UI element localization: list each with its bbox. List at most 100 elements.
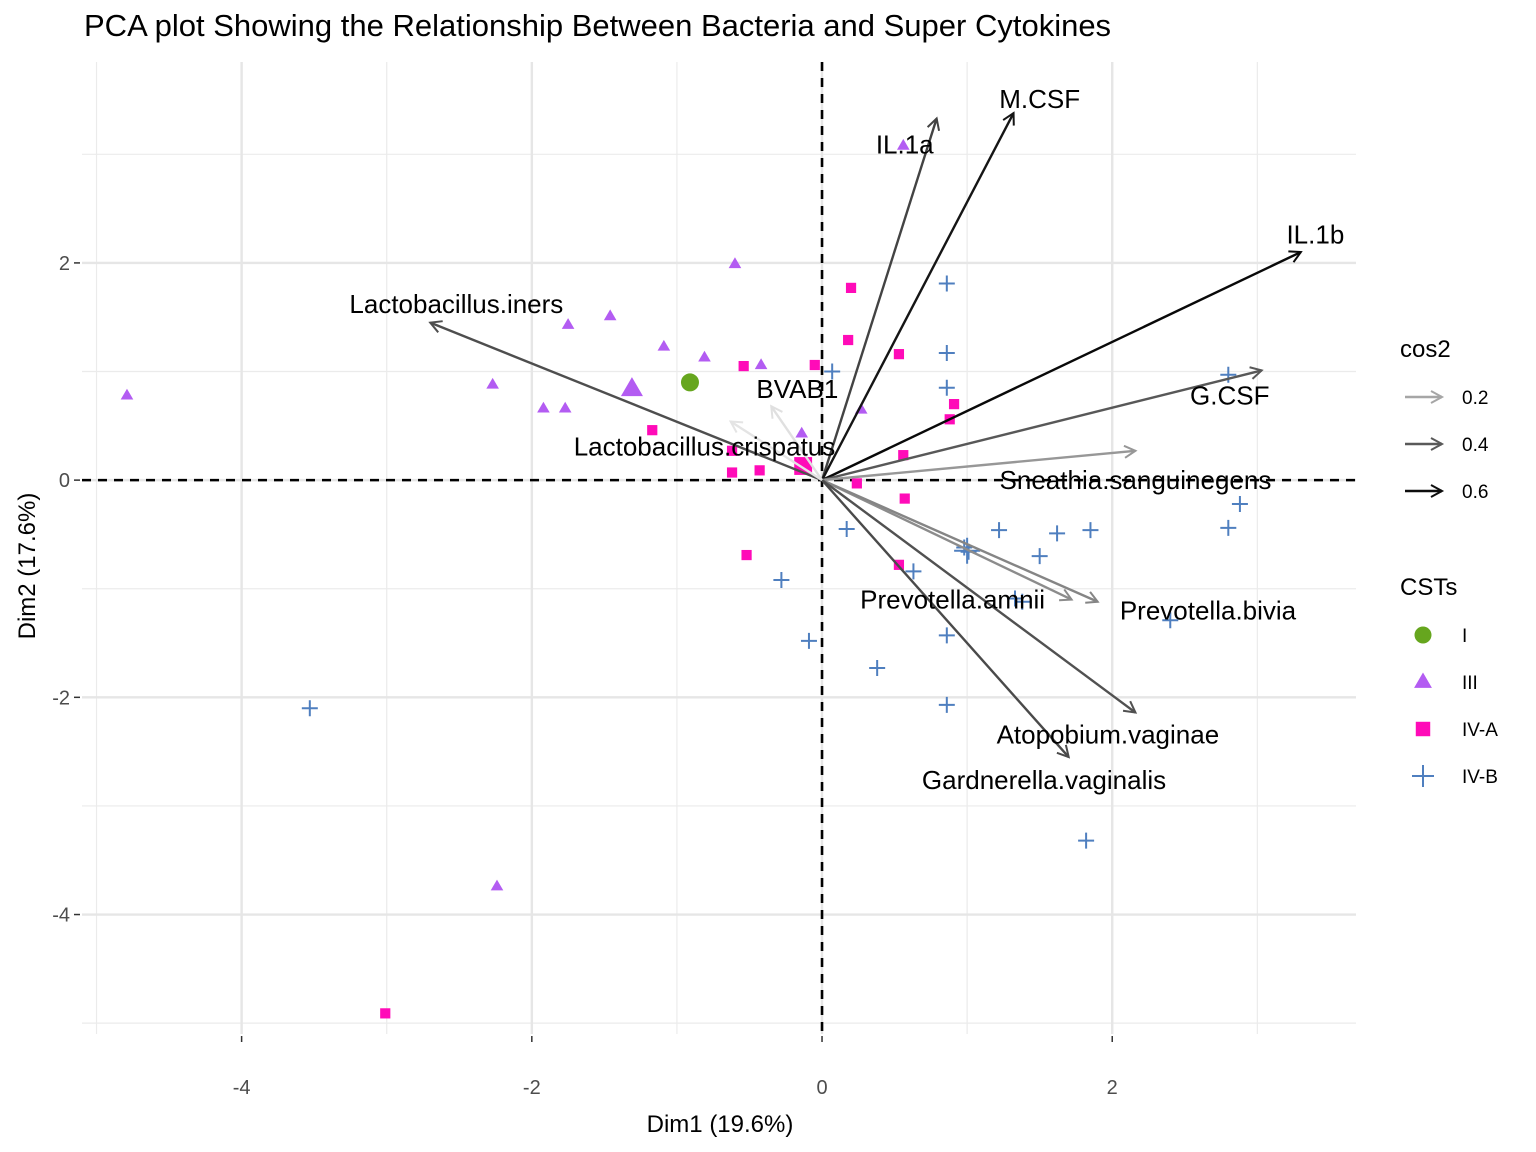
variable-labels: IL.1a M.CSF IL.1b G.CSF Sneathia.sanguinegen… [349, 84, 1344, 795]
legend-cst-label: III [1462, 673, 1478, 694]
arrow-g-csf [821, 366, 1264, 482]
point-cst-iii [754, 358, 768, 370]
arrow-bvab1 [770, 404, 824, 481]
variable-label-lactobacillus-crispatus: Lactobacillus.crispatus [574, 431, 836, 461]
point-cst-iv-b [991, 522, 1008, 539]
y-tick-label: -2 [52, 687, 70, 709]
point-cst-iv-a [741, 549, 752, 561]
point-cst-iv-a [845, 282, 857, 293]
point-cst-iv-b [938, 345, 955, 362]
x-tick-label: 0 [816, 1077, 827, 1099]
point-cst-iv-b [838, 520, 855, 537]
variable-arrows [428, 111, 1303, 759]
variable-label-g-csf: G.CSF [1190, 380, 1269, 410]
legend-cos2-label: 0.6 [1462, 482, 1488, 503]
point-cst-iii [490, 879, 504, 891]
variable-label-prevotella-amnii: Prevotella.amnii [860, 585, 1045, 615]
legend-cos2-title: cos2 [1400, 336, 1451, 363]
legend-cos2-label: 0.2 [1462, 388, 1488, 409]
variable-label-m-csf: M.CSF [999, 84, 1080, 114]
point-cst-iii [120, 388, 134, 400]
point-cst-iv-b [1049, 525, 1066, 542]
chart-title: PCA plot Showing the Relationship Betwee… [84, 8, 1112, 43]
arrow-il-1b [821, 250, 1303, 482]
x-tick-label: 2 [1107, 1077, 1118, 1099]
point-cst-iv-a [380, 1008, 391, 1019]
point-cst-iii [603, 309, 617, 321]
variable-label-il-1b: IL.1b [1286, 220, 1344, 250]
variable-label-prevotella-bivia: Prevotella.bivia [1120, 595, 1297, 625]
x-axis-ticks: -4 -2 0 2 [233, 1036, 1118, 1099]
x-tick-label: -2 [523, 1077, 541, 1099]
arrow-lactobacillus-crispatus [728, 420, 823, 482]
legend-cst-label: I [1462, 626, 1467, 647]
legend-cos2: cos2 0.2 0.4 0.6 [1400, 336, 1489, 503]
y-tick-label: 2 [59, 253, 70, 275]
major-gridlines [82, 62, 1356, 1034]
centroid-cst-i [680, 373, 699, 392]
point-cst-iii [728, 257, 742, 269]
point-cst-iii [558, 401, 572, 413]
individuals [120, 138, 1248, 1019]
point-cst-iv-b [938, 379, 955, 396]
legend-cst-label: IV-A [1462, 720, 1498, 741]
point-cst-iv-a [726, 467, 738, 478]
arrow-il-1a [820, 116, 941, 481]
point-cst-iv-b [1220, 519, 1237, 536]
point-cst-iv-b [1031, 548, 1048, 565]
point-cst-iv-a [647, 425, 658, 436]
point-cst-iv-a [898, 450, 909, 461]
legend-csts-title: CSTs [1400, 574, 1457, 601]
point-cst-iii [896, 138, 910, 150]
point-cst-iv-a [754, 465, 765, 476]
legend-cst-key [1412, 765, 1434, 787]
minor-gridlines [82, 62, 1356, 1034]
point-cst-iv-b [773, 572, 790, 589]
point-cst-iv-b [1220, 366, 1237, 383]
legend-cst-key [1414, 626, 1432, 644]
x-tick-label: -4 [233, 1077, 251, 1099]
point-cst-iii [795, 426, 809, 438]
arrow-atopobium-vaginae [821, 479, 1138, 714]
point-cst-iv-b [1007, 590, 1024, 607]
point-cst-iv-b [800, 632, 817, 649]
point-cst-iv-a [899, 493, 910, 504]
y-tick-label: 0 [59, 470, 70, 492]
variable-label-lactobacillus-iners: Lactobacillus.iners [349, 289, 563, 319]
point-cst-iv-b [1162, 612, 1179, 629]
point-cst-iv-b [824, 363, 841, 380]
point-cst-iv-b [869, 660, 886, 677]
point-cst-iii [561, 318, 575, 329]
arrow-sneathia-sanguinegens [821, 444, 1138, 482]
centroid-cst-iii [620, 377, 643, 397]
y-axis-ticks: 2 0 -2 -4 [52, 253, 80, 927]
legend-cst-key [1414, 672, 1432, 688]
reference-lines [82, 62, 1356, 1034]
x-axis-title: Dim1 (19.6%) [647, 1111, 794, 1138]
legend-cos2-label: 0.4 [1462, 435, 1489, 456]
variable-label-atopobium-vaginae: Atopobium.vaginae [997, 719, 1220, 749]
point-cst-iv-b [938, 275, 955, 292]
variable-label-sneathia-sanguinegens: Sneathia.sanguinegens [1000, 465, 1272, 495]
arrow-lactobacillus-iners [428, 320, 823, 482]
arrow-gardnerella-vaginalis [821, 479, 1071, 759]
point-cst-iii [486, 377, 499, 389]
point-cst-iii [657, 339, 671, 351]
arrow-prevotella-bivia [821, 479, 1100, 604]
point-cst-iv-b [301, 700, 318, 717]
arrow-prevotella-amnii [821, 479, 1074, 602]
legend-cst-key [1415, 721, 1431, 737]
point-cst-iv-b [1014, 593, 1031, 610]
point-cst-iv-a [948, 399, 960, 410]
point-cst-iv-b [905, 563, 922, 580]
point-cst-iii [698, 350, 711, 362]
variable-label-gardnerella-vaginalis: Gardnerella.vaginalis [922, 765, 1166, 795]
point-cst-iv-b [938, 696, 955, 713]
point-cst-iv-b [1082, 522, 1099, 539]
point-cst-iv-b [1231, 496, 1248, 513]
point-cst-iv-b [1078, 832, 1095, 849]
point-cst-iv-a [726, 445, 738, 456]
point-cst-iv-a [893, 349, 905, 360]
